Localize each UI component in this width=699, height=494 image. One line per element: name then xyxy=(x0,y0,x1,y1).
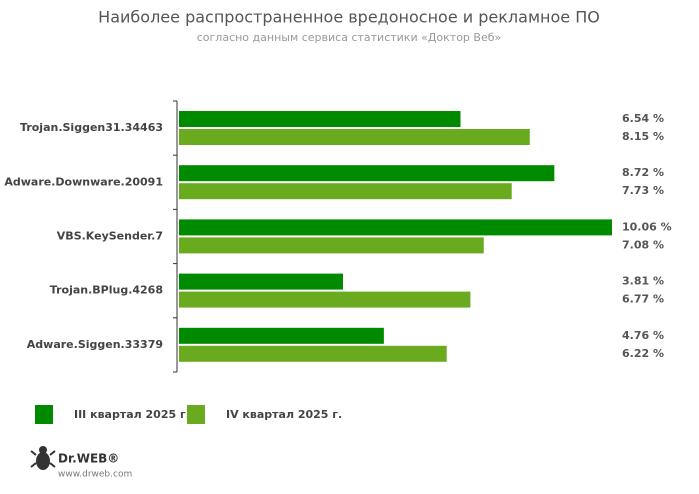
value-label: 7.73 % xyxy=(622,184,664,197)
value-label: 6.22 % xyxy=(622,347,664,360)
legend-label: III квартал 2025 г. xyxy=(74,408,190,421)
logo-icon xyxy=(30,446,56,470)
value-label: 6.77 % xyxy=(622,293,664,306)
category-label: Trojan.Siggen31.34463 xyxy=(20,121,163,134)
chart-title: Наиболее распространенное вредоносное и … xyxy=(98,8,600,27)
bar xyxy=(179,345,447,362)
bar xyxy=(179,129,530,145)
value-label: 4.76 % xyxy=(622,329,664,342)
value-label: 8.72 % xyxy=(622,166,664,179)
bar xyxy=(179,111,461,127)
category-label: VBS.KeySender.7 xyxy=(57,230,163,243)
bar xyxy=(179,273,343,290)
legend-label: IV квартал 2025 г. xyxy=(226,408,342,421)
bar xyxy=(179,183,512,200)
value-label: 10.06 % xyxy=(622,220,672,233)
website: www.drweb.com xyxy=(58,470,132,480)
value-label: 7.08 % xyxy=(622,238,664,251)
category-label: Adware.Siggen.33379 xyxy=(27,338,163,351)
chart-subtitle: согласно данным сервиса статистики «Докт… xyxy=(197,31,502,44)
value-label: 6.54 % xyxy=(622,112,664,125)
bar xyxy=(179,219,612,236)
bar xyxy=(179,237,484,254)
value-label: 3.81 % xyxy=(622,275,664,288)
bar xyxy=(179,291,471,308)
legend-swatch xyxy=(35,405,53,424)
bar xyxy=(179,165,555,182)
category-label: Trojan.BPlug.4268 xyxy=(50,284,163,297)
legend-swatch xyxy=(187,405,205,424)
bar xyxy=(179,327,384,344)
value-label: 8.15 % xyxy=(622,130,664,143)
brand: Dr.WEB® xyxy=(58,452,119,466)
category-label: Adware.Downware.20091 xyxy=(4,175,163,188)
